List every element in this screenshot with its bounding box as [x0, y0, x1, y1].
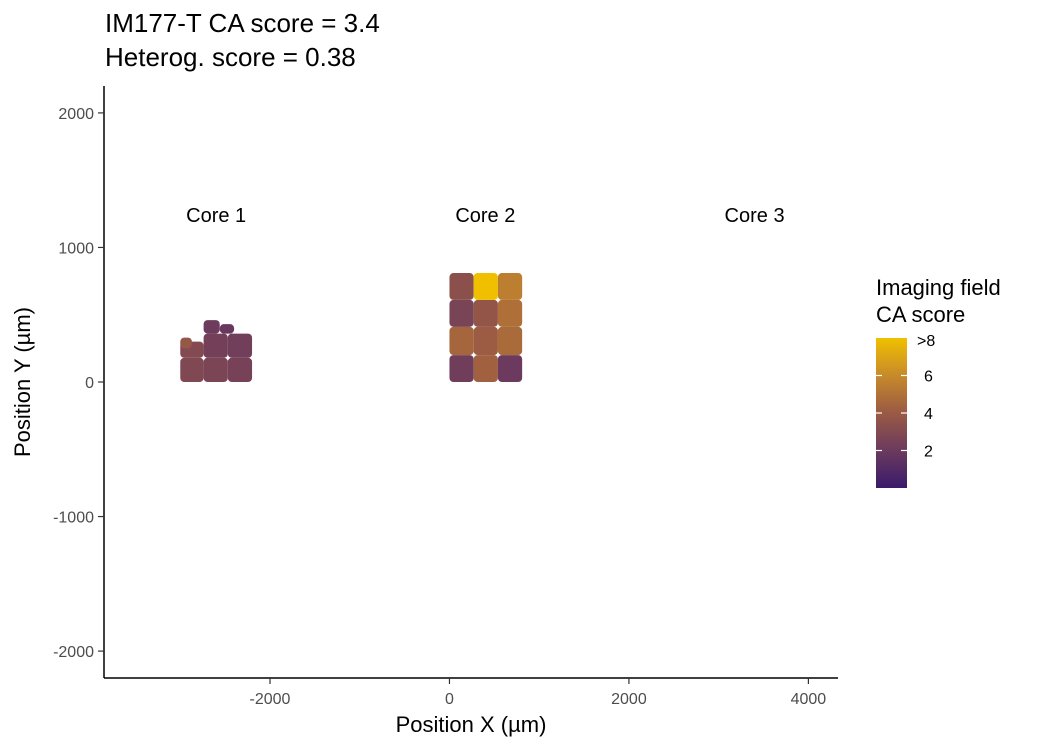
field-tile [180, 337, 192, 349]
field-tile [473, 299, 498, 327]
color-bar-tick-label: 2 [924, 444, 933, 461]
x-tick-label: -2000 [250, 691, 291, 708]
field-tile [473, 273, 498, 300]
field-tile [180, 357, 204, 382]
field-layer [180, 273, 523, 382]
chart-title-line2: Heterog. score = 0.38 [105, 42, 356, 72]
y-tick-label: 2000 [58, 106, 94, 123]
field-tile [219, 324, 235, 334]
field-tile [203, 357, 228, 382]
y-tick-label: 0 [85, 375, 94, 392]
field-tile [497, 355, 523, 382]
field-tile [497, 273, 523, 300]
core-label: Core 3 [725, 205, 785, 227]
y-tick-label: -1000 [53, 510, 94, 527]
field-tile [449, 299, 474, 327]
field-tile [449, 273, 474, 300]
y-tick-label: -2000 [53, 644, 94, 661]
field-tile [449, 355, 474, 382]
x-tick-label: 2000 [611, 691, 647, 708]
core-label: Core 1 [186, 205, 246, 227]
field-tile [203, 333, 228, 358]
x-tick-label: 4000 [791, 691, 827, 708]
field-tile [497, 299, 523, 327]
field-tile [227, 333, 253, 358]
color-bar-tick-label: 6 [924, 369, 933, 386]
color-legend: 2 4 6 >8 [876, 333, 935, 488]
y-tick-label: 1000 [58, 240, 94, 257]
axes: -2000 0 2000 4000 -2000 -1000 0 1000 2000 Positio… [10, 86, 838, 737]
core-label: Core 2 [455, 205, 515, 227]
color-bar-tick-label: 4 [924, 406, 933, 423]
field-tile [473, 326, 498, 356]
x-tick-label: 0 [445, 691, 454, 708]
field-tile [203, 320, 220, 334]
field-tile [449, 326, 474, 356]
y-axis-label: Position Y (µm) [10, 307, 35, 457]
x-axis-label: Position X (µm) [396, 712, 547, 737]
legend-title-line1: Imaging field [876, 275, 1001, 300]
field-tile [227, 357, 253, 382]
legend-title-line2: CA score [876, 302, 966, 327]
field-tile [473, 355, 498, 382]
core-labels: Core 1 Core 2 Core 3 [186, 205, 784, 227]
field-tile [497, 326, 523, 356]
chart-title-line1: IM177-T CA score = 3.4 [105, 8, 380, 38]
color-bar-top-label: >8 [917, 333, 935, 350]
